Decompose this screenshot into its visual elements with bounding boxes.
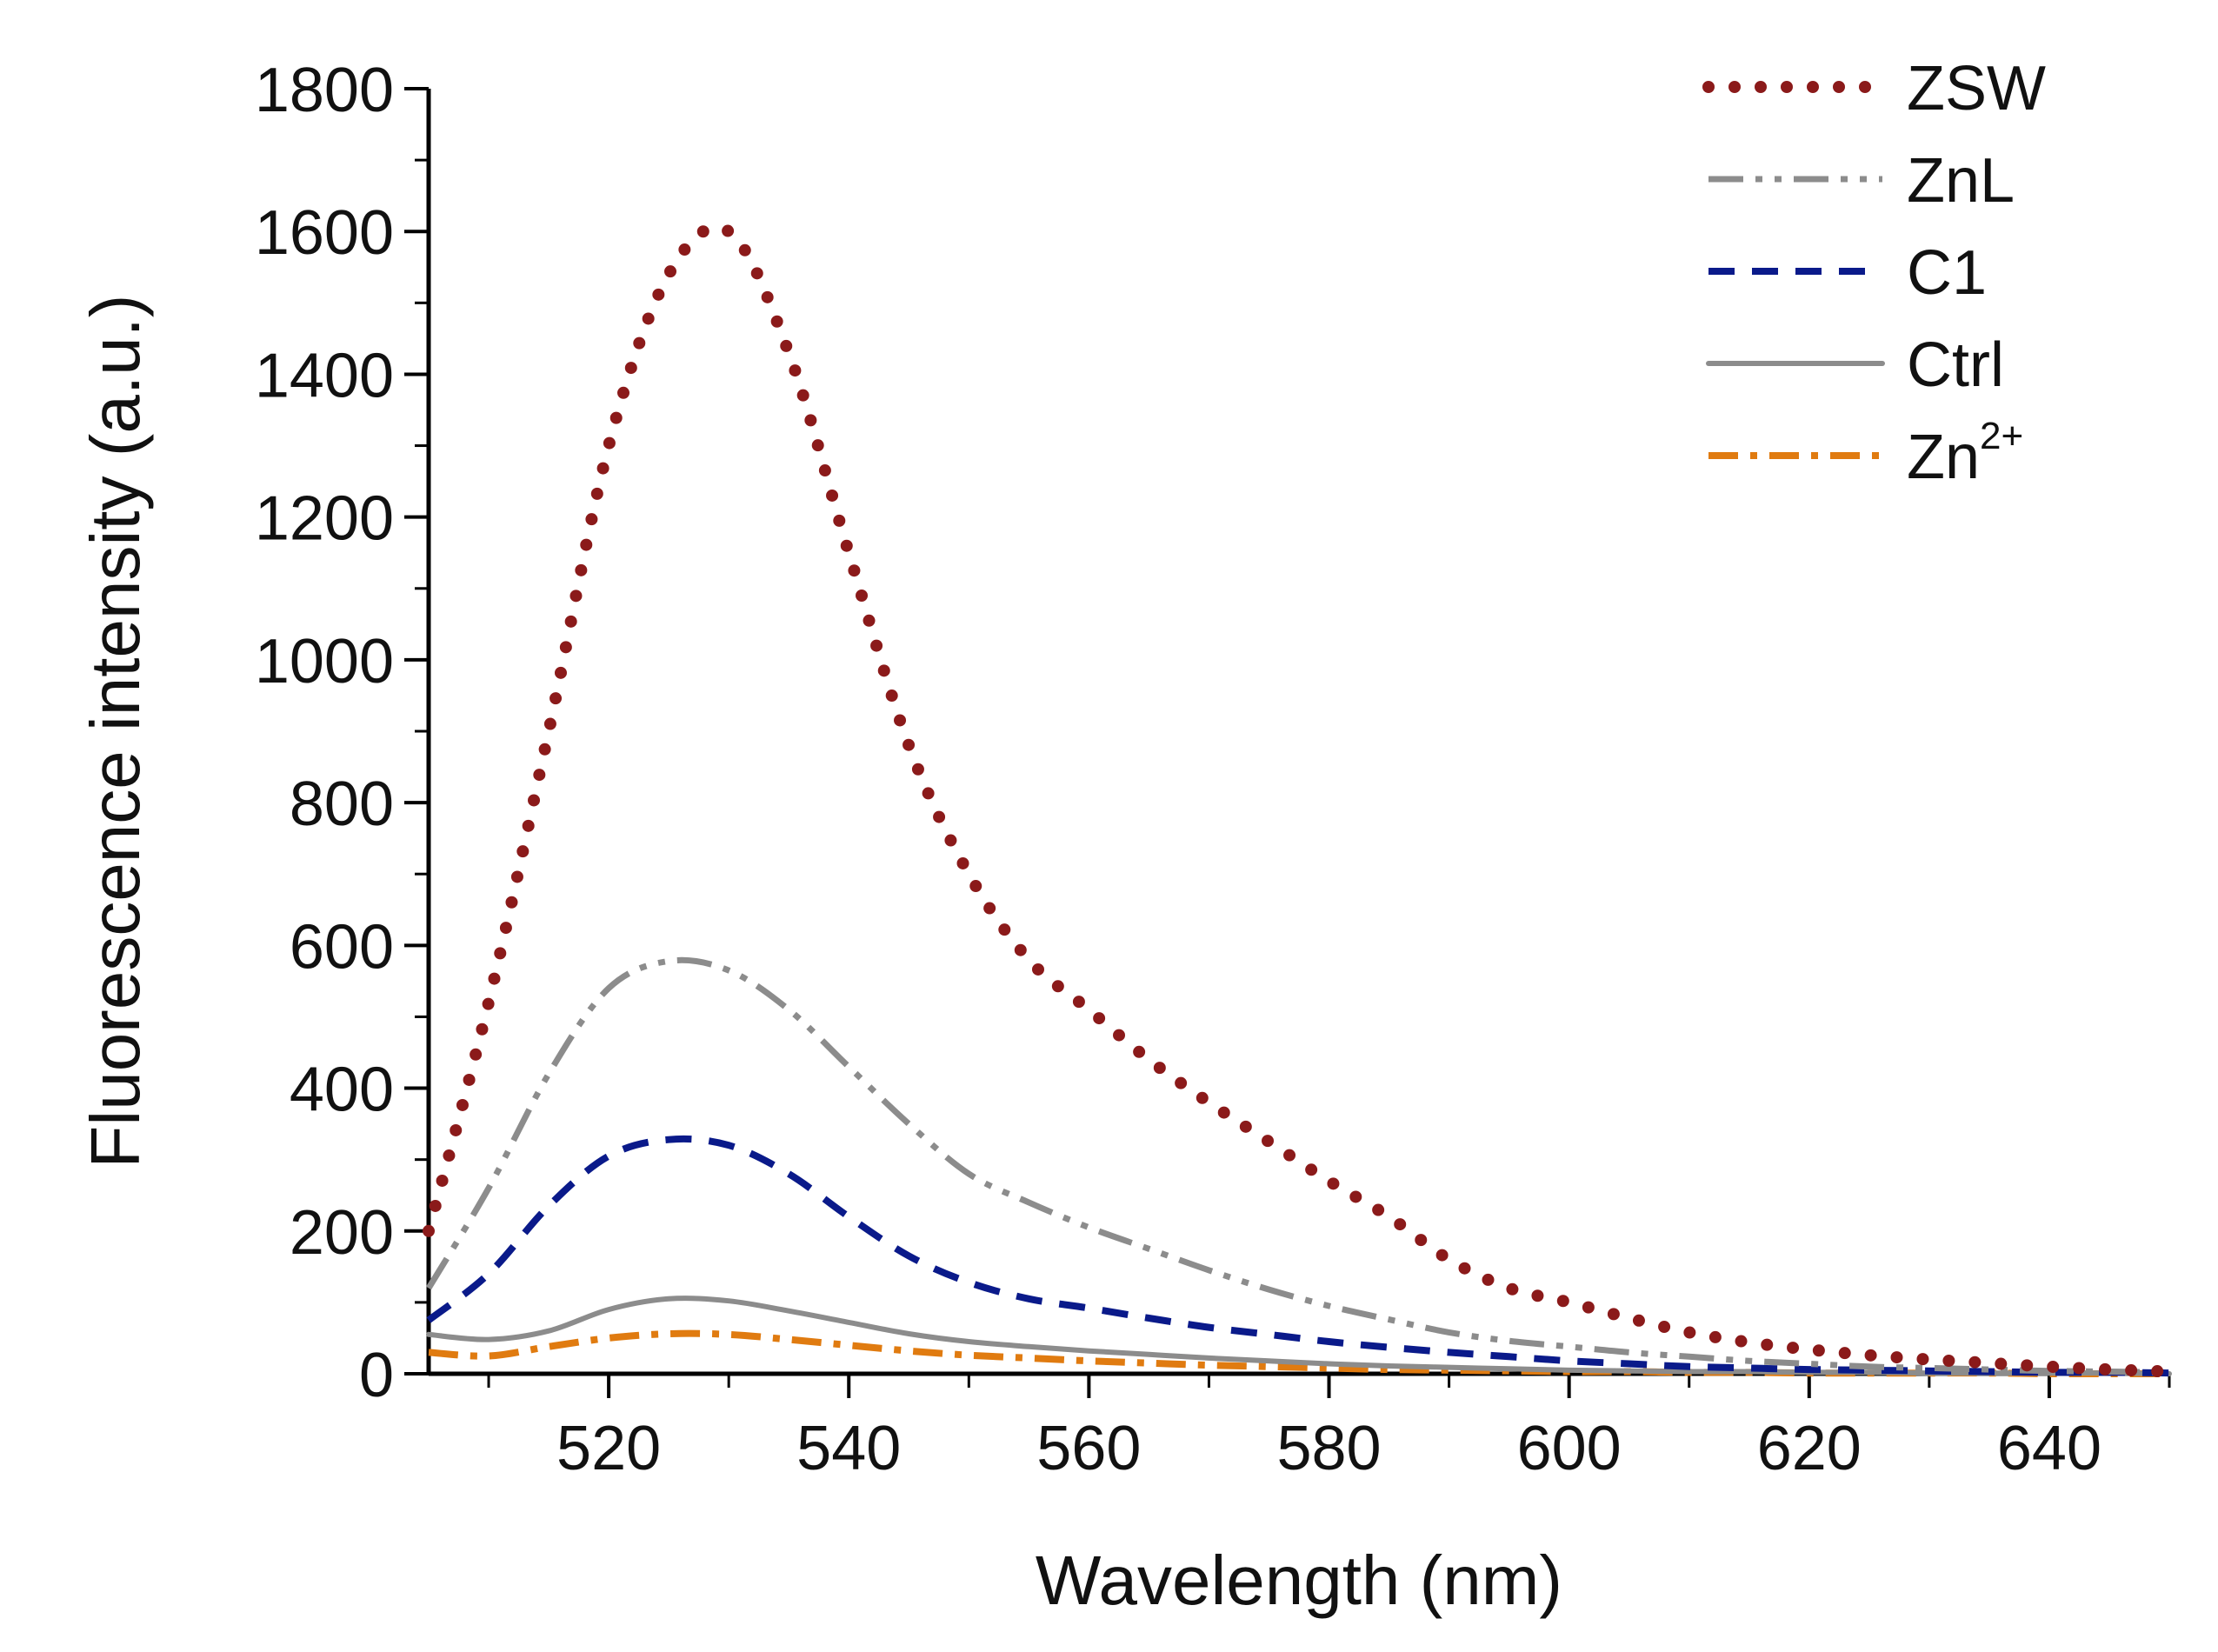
legend-label: ZnL — [1907, 146, 2015, 216]
y-axis-title: Fluorescence intensity (a.u.) — [77, 295, 154, 1169]
legend-label: Ctrl — [1907, 330, 2004, 400]
legend-label: ZSW — [1907, 54, 2046, 123]
y-tick-label: 0 — [359, 1341, 394, 1410]
y-tick-label: 600 — [290, 912, 394, 982]
x-tick-label: 580 — [1276, 1414, 1381, 1483]
y-tick-label: 1800 — [255, 56, 394, 125]
series-line-c1 — [426, 1135, 2170, 1377]
x-tick-label: 640 — [1997, 1414, 2101, 1483]
legend-label: C1 — [1907, 238, 1987, 308]
plot-area: 0 200 400 600 800 1000 1200 1400 1600 1800 520 540… — [255, 56, 2175, 1483]
y-tick-label: 1600 — [255, 198, 394, 268]
series-lines — [423, 221, 2175, 1378]
series-line-zsw — [423, 221, 2175, 1378]
y-tick-label: 1400 — [255, 341, 394, 410]
x-tick-label: 560 — [1036, 1414, 1141, 1483]
legend-label: Zn2+ — [1907, 415, 2023, 492]
x-tick-label: 600 — [1517, 1414, 1622, 1483]
y-tick-label: 400 — [290, 1056, 394, 1125]
y-ticks: 0 200 400 600 800 1000 1200 1400 1600 1800 — [255, 56, 429, 1410]
x-ticks: 520 540 560 580 600 620 640 — [487, 1374, 2171, 1483]
legend: ZSW ZnL C1 Ctrl Zn2+ — [1702, 54, 2046, 492]
x-axis-title: Wavelength (nm) — [1036, 1542, 1562, 1619]
series-line-znl — [425, 956, 2170, 1376]
y-tick-label: 1000 — [255, 627, 394, 696]
x-tick-label: 540 — [796, 1414, 901, 1483]
y-tick-label: 1200 — [255, 484, 394, 554]
x-tick-label: 620 — [1757, 1414, 1862, 1483]
series-line-ctrl — [426, 1296, 2172, 1376]
x-tick-label: 520 — [556, 1414, 661, 1483]
series-line-zn — [428, 1329, 2169, 1378]
legend-label-superscript: 2+ — [1980, 415, 2023, 457]
y-tick-label: 800 — [290, 769, 394, 839]
y-tick-label: 200 — [290, 1198, 394, 1268]
